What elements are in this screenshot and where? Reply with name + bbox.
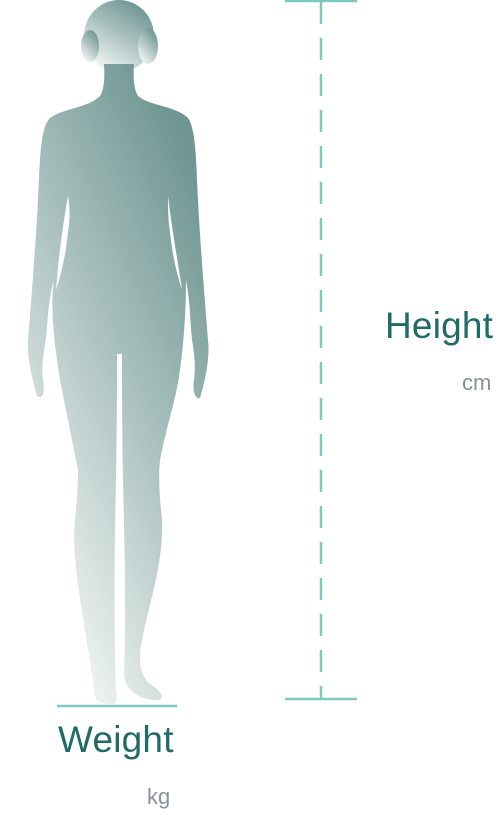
weight-label: Weight <box>58 719 174 760</box>
body-silhouette-icon <box>27 0 209 704</box>
height-label: Height <box>385 305 494 346</box>
weight-unit: kg <box>147 784 171 809</box>
height-unit: cm <box>462 370 492 395</box>
